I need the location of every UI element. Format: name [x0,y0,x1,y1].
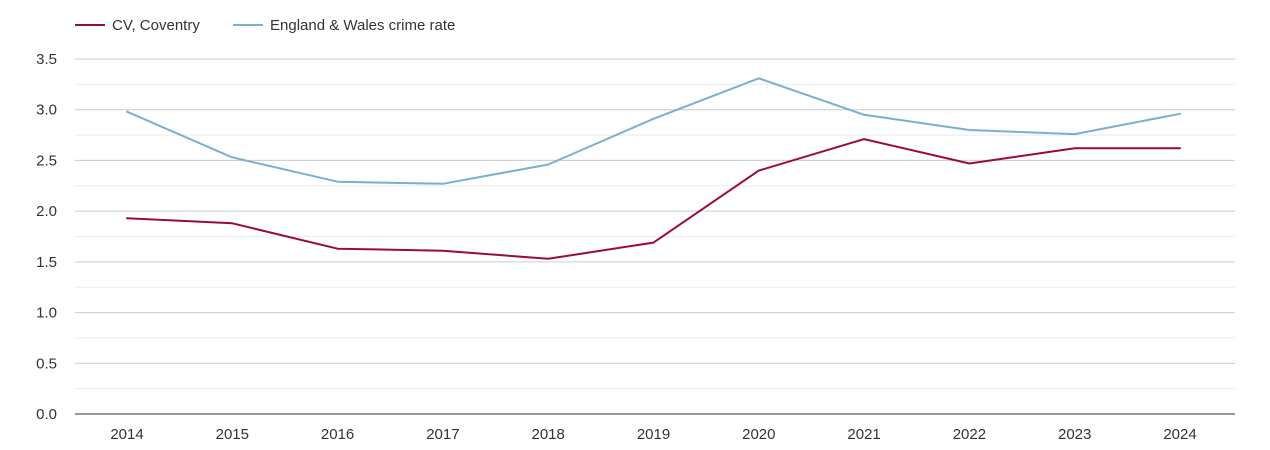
y-tick-label: 2.5 [36,152,57,169]
x-tick-label: 2014 [110,426,143,443]
legend-label-coventry: CV, Coventry [112,17,200,34]
x-tick-label: 2023 [1058,426,1091,443]
x-tick-label: 2015 [216,426,249,443]
legend-item-coventry: CV, Coventry [75,17,200,34]
y-axis-tick-labels: 0.0 0.5 1.0 1.5 2.0 2.5 3.0 3.5 [36,51,57,423]
x-tick-label: 2024 [1163,426,1196,443]
x-tick-label: 2016 [321,426,354,443]
x-tick-label: 2019 [637,426,670,443]
y-tick-label: 2.0 [36,203,57,220]
x-tick-label: 2018 [532,426,565,443]
y-tick-label: 3.5 [36,51,57,68]
legend-item-england-wales: England & Wales crime rate [233,17,455,34]
y-tick-label: 1.0 [36,305,57,322]
series-line-1 [126,77,1181,185]
series-line-0 [126,138,1181,260]
legend: CV, Coventry England & Wales crime rate [75,17,455,34]
y-tick-label: 0.0 [36,406,57,423]
legend-label-england-wales: England & Wales crime rate [270,17,455,34]
x-axis-tick-labels: 2014 2015 2016 2017 2018 2019 2020 2021 2022 2023… [110,426,1196,443]
x-tick-label: 2021 [847,426,880,443]
y-tick-label: 0.5 [36,355,57,372]
y-tick-label: 1.5 [36,254,57,271]
x-tick-label: 2020 [742,426,775,443]
x-tick-label: 2022 [953,426,986,443]
y-tick-label: 3.0 [36,102,57,119]
grid-lines [75,58,1235,390]
x-tick-label: 2017 [426,426,459,443]
series-lines [126,77,1181,260]
